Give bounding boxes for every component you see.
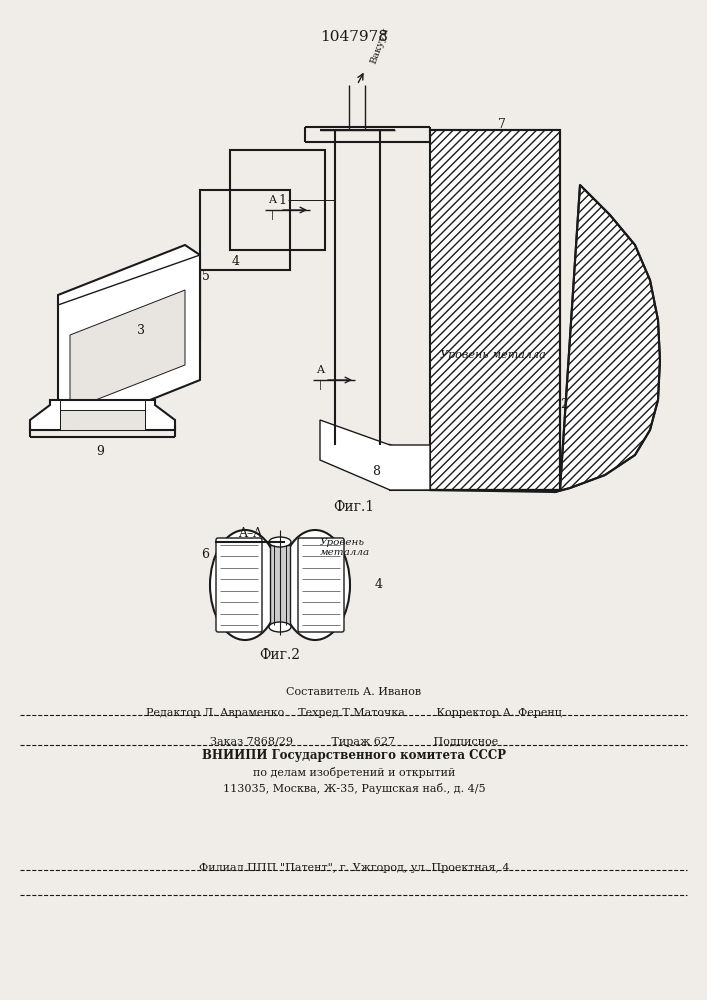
- Text: 3: 3: [137, 324, 145, 336]
- Text: A–A: A–A: [238, 527, 262, 540]
- Text: 8: 8: [372, 465, 380, 478]
- Text: Вакуум: Вакуум: [369, 26, 390, 65]
- Text: 1047978: 1047978: [320, 30, 388, 44]
- Text: Уровень металла: Уровень металла: [440, 350, 546, 360]
- Text: 9: 9: [96, 445, 104, 458]
- Text: Заказ 7868/29           Тираж 627           Подписное: Заказ 7868/29 Тираж 627 Подписное: [210, 737, 498, 747]
- Polygon shape: [58, 310, 75, 410]
- Text: Фиг.2: Фиг.2: [259, 648, 300, 662]
- Polygon shape: [30, 400, 175, 430]
- Polygon shape: [320, 420, 430, 490]
- Text: A: A: [268, 195, 276, 205]
- Ellipse shape: [210, 530, 280, 640]
- Text: Редактор Л. Авраменко    Техред Т.Маточка         Корректор А. Ференц: Редактор Л. Авраменко Техред Т.Маточка К…: [146, 708, 562, 718]
- Text: 1: 1: [278, 194, 286, 207]
- Text: Фиг.1: Фиг.1: [334, 500, 375, 514]
- Text: 4: 4: [232, 255, 240, 268]
- Text: Уровень
металла: Уровень металла: [320, 538, 370, 557]
- Ellipse shape: [269, 537, 291, 547]
- Polygon shape: [390, 445, 560, 490]
- Text: 113035, Москва, Ж-35, Раушская наб., д. 4/5: 113035, Москва, Ж-35, Раушская наб., д. …: [223, 783, 485, 794]
- Ellipse shape: [269, 622, 291, 632]
- Ellipse shape: [280, 530, 350, 640]
- Text: Филиал ППП "Патент", г. Ужгород, ул. Проектная, 4: Филиал ППП "Патент", г. Ужгород, ул. Про…: [199, 863, 509, 873]
- Polygon shape: [75, 270, 200, 410]
- Polygon shape: [75, 260, 200, 320]
- Text: A: A: [316, 365, 324, 375]
- Bar: [270, 545, 290, 625]
- Text: Составитель А. Иванов: Составитель А. Иванов: [286, 687, 421, 697]
- FancyBboxPatch shape: [216, 538, 262, 632]
- Polygon shape: [60, 410, 145, 430]
- Text: по делам изобретений и открытий: по делам изобретений и открытий: [253, 767, 455, 778]
- Polygon shape: [58, 245, 200, 430]
- Text: 5: 5: [202, 270, 210, 283]
- Bar: [200, 190, 290, 270]
- Text: 7: 7: [498, 118, 506, 131]
- Text: 2: 2: [560, 398, 568, 412]
- Text: 6: 6: [201, 548, 209, 562]
- Text: |: |: [271, 211, 274, 220]
- FancyBboxPatch shape: [298, 538, 344, 632]
- Text: 4: 4: [375, 578, 383, 591]
- Bar: [230, 150, 325, 250]
- Text: ВНИИПИ Государственного комитета СССР: ВНИИПИ Государственного комитета СССР: [202, 749, 506, 762]
- Polygon shape: [70, 290, 185, 410]
- Polygon shape: [430, 130, 660, 492]
- Text: |: |: [319, 380, 322, 389]
